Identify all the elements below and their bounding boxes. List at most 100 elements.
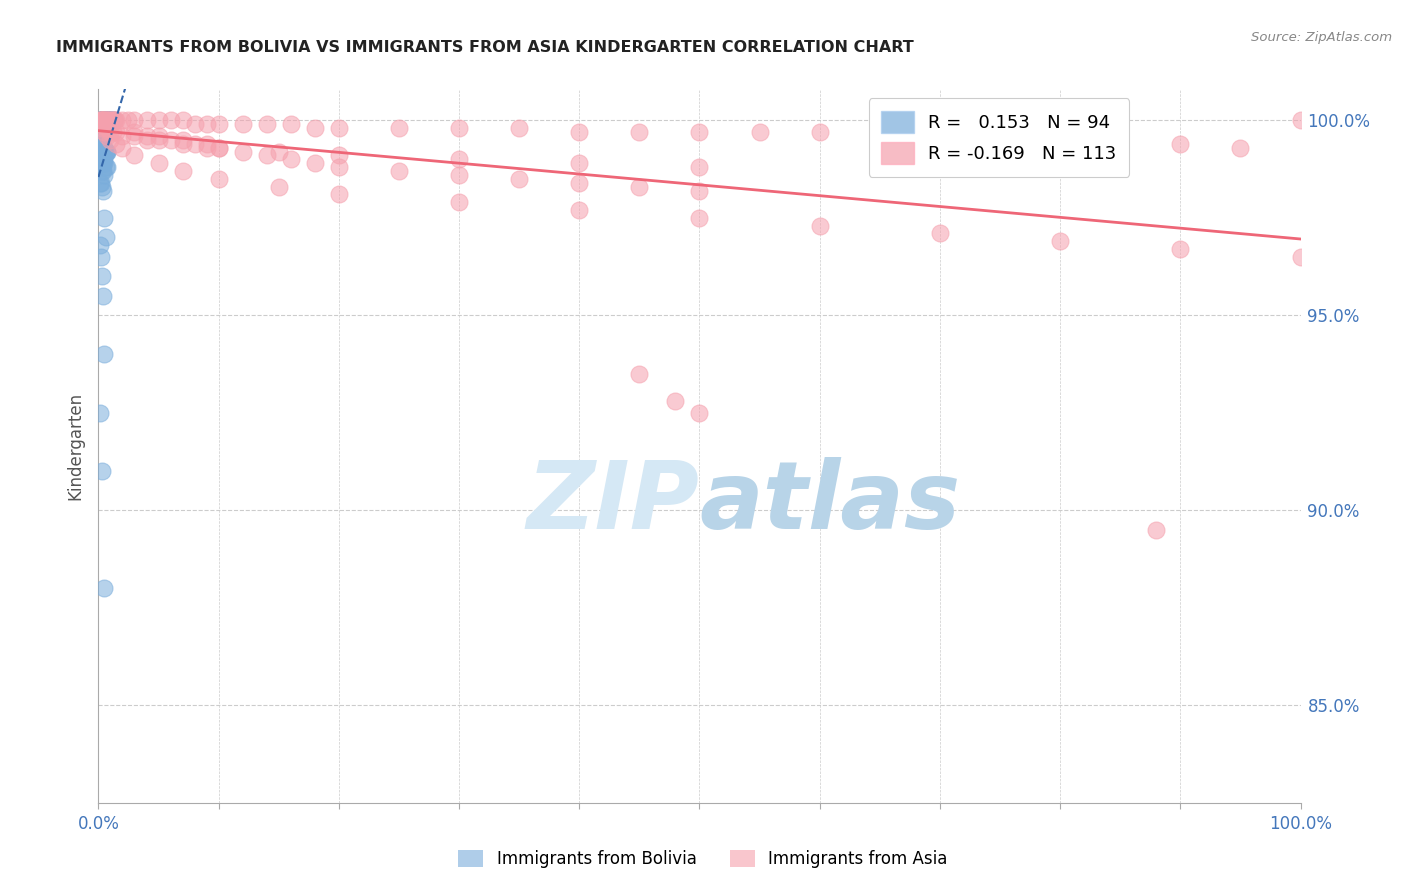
Legend: R =   0.153   N = 94, R = -0.169   N = 113: R = 0.153 N = 94, R = -0.169 N = 113	[869, 98, 1129, 177]
Point	[94, 230, 117, 244]
Point	[96, 113, 118, 128]
Point	[124, 128, 146, 143]
Point	[90, 113, 112, 128]
Point	[172, 133, 194, 147]
Point	[90, 113, 112, 128]
Point	[195, 117, 218, 131]
Point	[232, 117, 254, 131]
Point	[91, 113, 114, 128]
Point	[93, 113, 115, 128]
Point	[90, 117, 112, 131]
Point	[91, 141, 114, 155]
Point	[96, 160, 118, 174]
Point	[91, 117, 114, 131]
Point	[256, 148, 278, 162]
Legend: Immigrants from Bolivia, Immigrants from Asia: Immigrants from Bolivia, Immigrants from…	[451, 843, 955, 875]
Point	[447, 168, 470, 182]
Text: ZIP: ZIP	[527, 457, 700, 549]
Point	[91, 153, 114, 167]
Point	[93, 113, 115, 128]
Point	[91, 113, 114, 128]
Point	[508, 121, 530, 136]
Point	[388, 121, 411, 136]
Point	[94, 113, 117, 128]
Point	[280, 117, 302, 131]
Point	[96, 121, 118, 136]
Point	[280, 153, 302, 167]
Point	[689, 211, 711, 225]
Point	[91, 179, 114, 194]
Point	[93, 211, 115, 225]
Point	[628, 125, 651, 139]
Point	[689, 406, 711, 420]
Point	[508, 172, 530, 186]
Point	[172, 136, 194, 151]
Point	[91, 117, 114, 131]
Point	[267, 179, 290, 194]
Point	[183, 117, 205, 131]
Point	[148, 156, 170, 170]
Point	[96, 145, 118, 159]
Point	[91, 117, 114, 131]
Point	[91, 153, 114, 167]
Point	[1144, 523, 1167, 537]
Point	[93, 125, 115, 139]
Point	[93, 117, 115, 131]
Point	[988, 128, 1011, 143]
Point	[1229, 141, 1251, 155]
Point	[98, 113, 121, 128]
Point	[159, 133, 181, 147]
Point	[91, 141, 114, 155]
Point	[869, 128, 891, 143]
Point	[91, 269, 114, 284]
Point	[172, 113, 194, 128]
Point	[91, 141, 114, 155]
Point	[90, 117, 112, 131]
Point	[328, 160, 350, 174]
Point	[91, 113, 114, 128]
Point	[90, 141, 112, 155]
Point	[93, 156, 115, 170]
Point	[90, 117, 112, 131]
Point	[91, 117, 114, 131]
Point	[135, 113, 157, 128]
Point	[1170, 242, 1192, 256]
Point	[94, 145, 117, 159]
Text: atlas: atlas	[700, 457, 960, 549]
Text: IMMIGRANTS FROM BOLIVIA VS IMMIGRANTS FROM ASIA KINDERGARTEN CORRELATION CHART: IMMIGRANTS FROM BOLIVIA VS IMMIGRANTS FR…	[56, 40, 914, 55]
Point	[91, 141, 114, 155]
Point	[91, 113, 114, 128]
Point	[93, 148, 115, 162]
Point	[90, 125, 112, 139]
Point	[689, 125, 711, 139]
Point	[124, 125, 146, 139]
Point	[105, 136, 128, 151]
Point	[135, 128, 157, 143]
Point	[100, 113, 122, 128]
Point	[447, 121, 470, 136]
Point	[447, 153, 470, 167]
Point	[93, 153, 115, 167]
Point	[568, 125, 591, 139]
Point	[748, 125, 770, 139]
Point	[91, 464, 114, 478]
Point	[91, 148, 114, 162]
Point	[91, 164, 114, 178]
Text: Source: ZipAtlas.com: Source: ZipAtlas.com	[1251, 31, 1392, 45]
Point	[148, 133, 170, 147]
Point	[111, 113, 134, 128]
Point	[90, 121, 112, 136]
Point	[208, 117, 231, 131]
Y-axis label: Kindergarten: Kindergarten	[66, 392, 84, 500]
Point	[447, 195, 470, 210]
Point	[89, 133, 111, 147]
Point	[328, 121, 350, 136]
Point	[928, 227, 950, 241]
Point	[89, 136, 111, 151]
Point	[97, 113, 120, 128]
Point	[91, 125, 114, 139]
Point	[90, 176, 112, 190]
Point	[96, 113, 118, 128]
Point	[104, 113, 127, 128]
Point	[208, 172, 231, 186]
